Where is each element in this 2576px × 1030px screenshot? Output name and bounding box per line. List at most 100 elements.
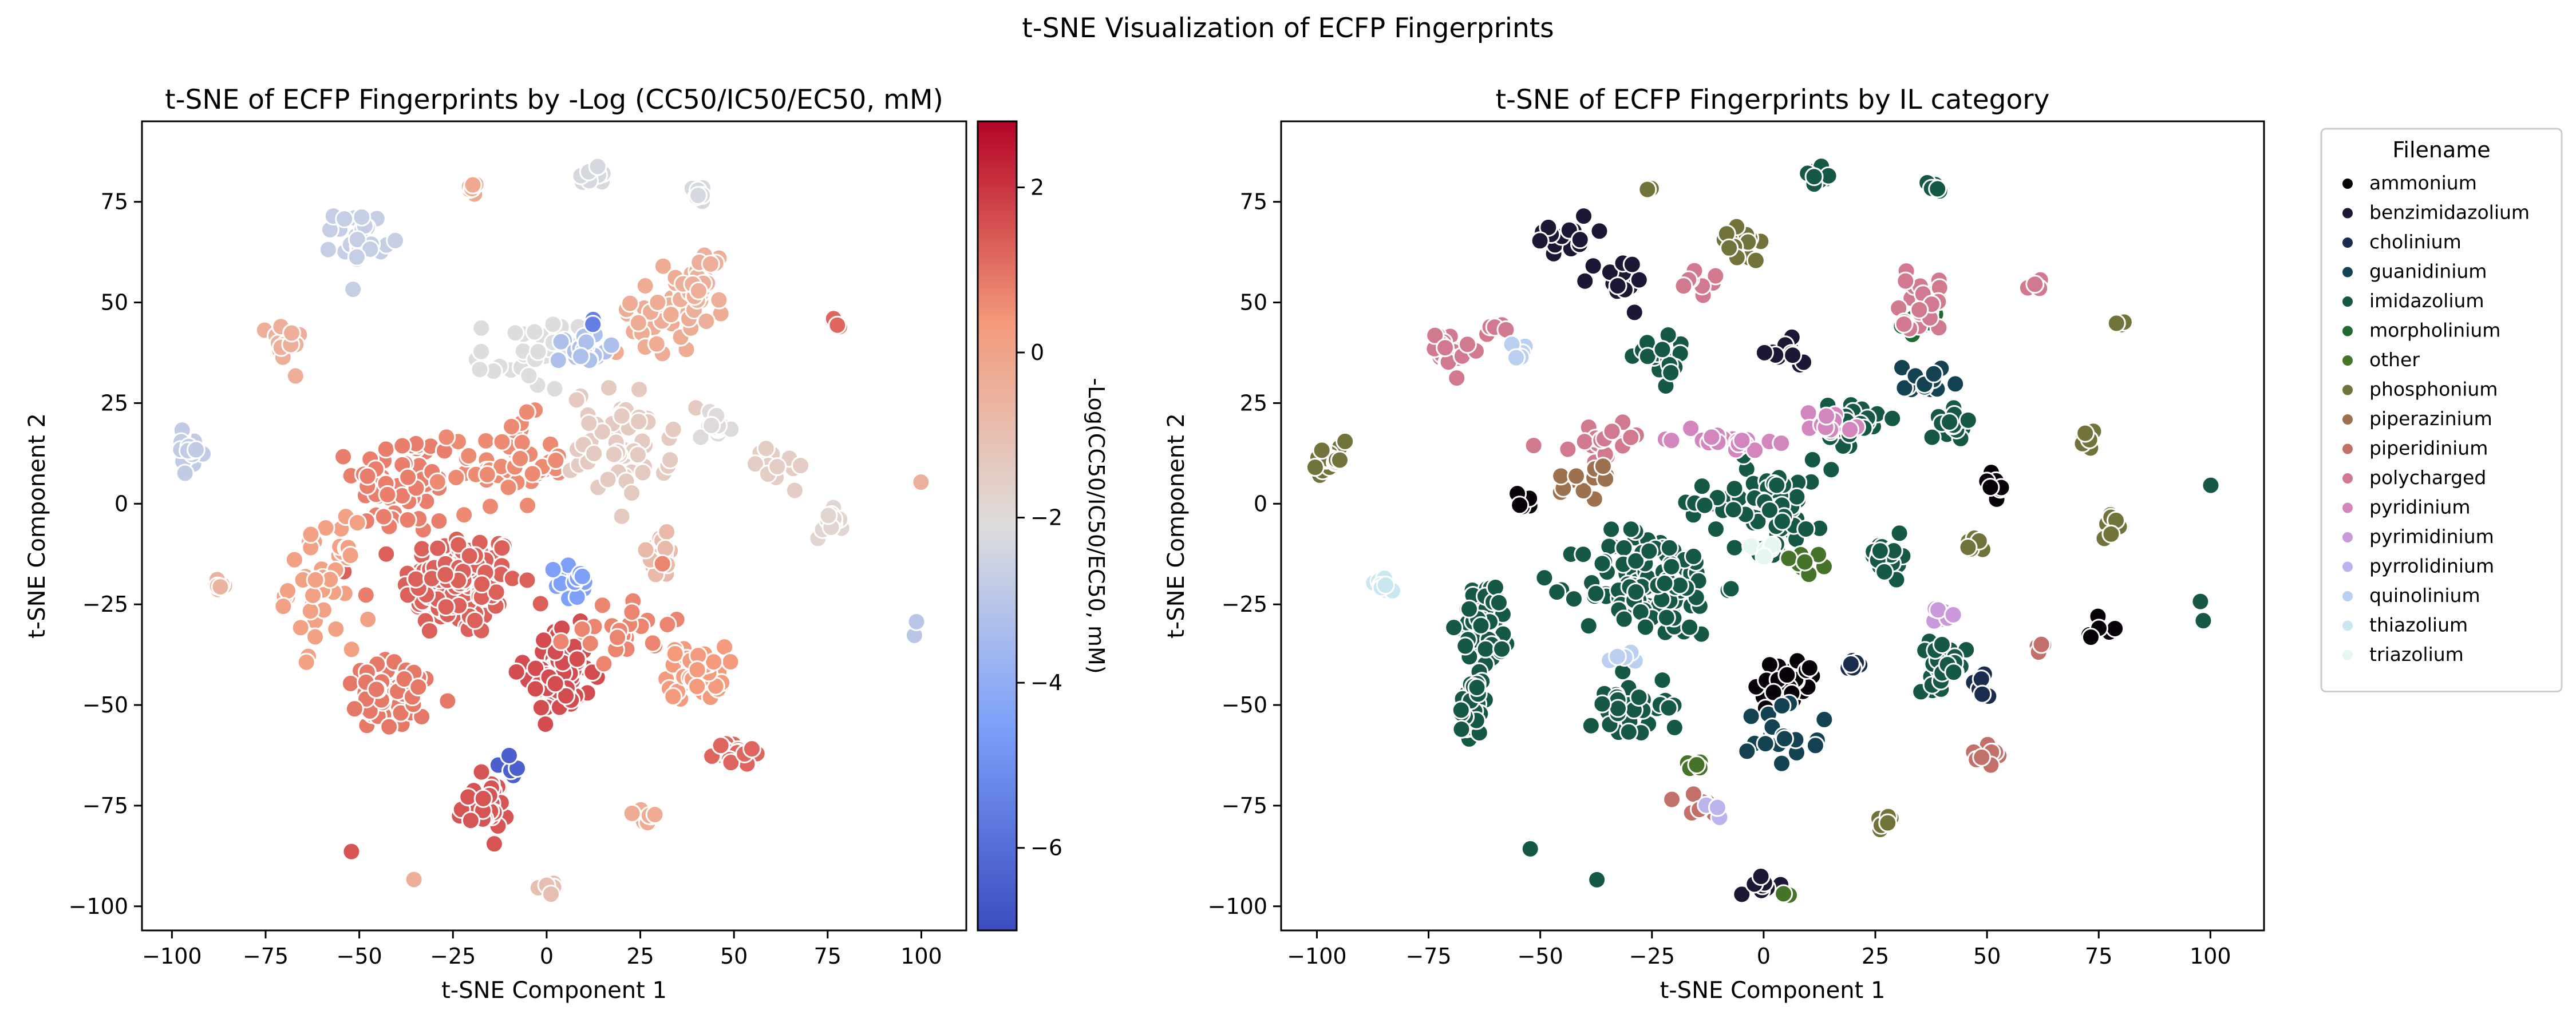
data-point — [523, 464, 542, 484]
data-point — [1639, 541, 1659, 561]
data-point — [1741, 707, 1761, 726]
legend-title: Filename — [2392, 137, 2490, 163]
x-tick-label: −50 — [1518, 944, 1563, 969]
data-point — [1804, 167, 1824, 187]
y-tick-label: −25 — [82, 592, 128, 617]
y-axis-label: t-SNE Component 2 — [24, 413, 50, 639]
data-point — [455, 505, 474, 525]
data-point — [608, 628, 627, 647]
data-point — [661, 450, 680, 470]
data-point — [2101, 524, 2121, 544]
legend-entry: pyrrolidinium — [2341, 555, 2494, 577]
data-point — [1607, 647, 1627, 666]
data-point — [1485, 577, 1505, 597]
data-point — [1756, 734, 1775, 754]
data-point — [688, 660, 707, 679]
data-point — [2107, 314, 2126, 333]
data-point — [1660, 538, 1679, 557]
data-point — [1878, 813, 1898, 833]
data-point — [689, 281, 708, 300]
data-point — [428, 472, 447, 492]
data-point — [1745, 441, 1765, 460]
data-point — [701, 254, 720, 274]
data-point — [1924, 364, 1943, 383]
data-point — [1602, 422, 1622, 441]
legend-marker — [2341, 383, 2354, 397]
data-point — [1720, 238, 1739, 258]
legend-entry: benzimidazolium — [2341, 201, 2530, 224]
data-point — [356, 585, 376, 605]
legend-entry: imidazolium — [2341, 290, 2484, 312]
y-tick-label: −75 — [1222, 793, 1267, 818]
data-point — [1893, 358, 1912, 377]
data-point — [1489, 593, 1508, 612]
data-point — [517, 402, 536, 422]
data-point — [1681, 419, 1701, 438]
data-point — [1530, 231, 1550, 251]
data-point — [1564, 589, 1583, 609]
data-point — [1772, 434, 1791, 453]
data-point — [517, 571, 537, 590]
legend-entry: morpholinium — [2341, 319, 2500, 342]
data-point — [1870, 541, 1890, 561]
data-point — [358, 609, 378, 629]
data-point — [1614, 609, 1634, 629]
data-point — [588, 157, 607, 176]
data-point — [629, 412, 649, 431]
data-point — [398, 468, 418, 487]
data-point — [278, 581, 298, 601]
legend-frame — [2320, 128, 2563, 692]
data-point — [1721, 579, 1741, 599]
data-point — [472, 342, 491, 361]
data-point — [1779, 549, 1799, 568]
y-tick-label: −100 — [1208, 894, 1267, 919]
data-point — [604, 445, 623, 464]
data-point — [1452, 719, 1471, 739]
points-layer — [1305, 157, 2221, 905]
legend-entry: polycharged — [2341, 466, 2486, 489]
data-point — [1608, 276, 1627, 295]
data-point — [505, 323, 525, 343]
data-point — [665, 644, 685, 663]
data-point — [470, 360, 489, 379]
colorbar-tick-label: −6 — [1030, 835, 1062, 861]
data-point — [742, 739, 761, 759]
data-point — [2194, 611, 2213, 631]
data-point — [704, 652, 724, 672]
data-point — [502, 417, 521, 436]
data-point — [1708, 798, 1727, 817]
data-point — [367, 680, 386, 699]
data-point — [1894, 314, 1914, 334]
x-tick-label: −50 — [337, 944, 382, 969]
x-tick-label: 75 — [2085, 944, 2112, 969]
data-point — [2032, 635, 2051, 654]
data-point — [1467, 678, 1487, 698]
data-point — [531, 698, 551, 718]
data-point — [551, 632, 571, 651]
data-point — [1451, 700, 1471, 720]
data-point — [1795, 552, 1815, 572]
data-point — [580, 634, 600, 653]
legend-label: piperazinium — [2369, 407, 2492, 430]
y-tick-label: 50 — [1240, 290, 1267, 315]
legend-marker — [2341, 413, 2354, 426]
legend-label: pyridinium — [2369, 496, 2470, 518]
legend-entry: pyridinium — [2341, 496, 2470, 518]
data-point — [1626, 551, 1646, 571]
y-tick-label: −75 — [82, 793, 128, 818]
y-tick-label: 25 — [1240, 390, 1267, 415]
panel-title: t-SNE of ECFP Fingerprints by -Log (CC50… — [165, 84, 943, 116]
legend-label: polycharged — [2369, 466, 2486, 489]
legend-label: ammonium — [2369, 172, 2477, 194]
data-point — [1574, 207, 1594, 226]
data-point — [472, 318, 491, 338]
data-point — [594, 654, 614, 674]
data-point — [1581, 716, 1601, 735]
data-point — [1312, 441, 1332, 460]
legend-marker — [2341, 236, 2354, 249]
data-point — [345, 699, 364, 719]
data-point — [436, 565, 455, 584]
data-point — [653, 554, 672, 573]
data-point — [282, 323, 302, 343]
